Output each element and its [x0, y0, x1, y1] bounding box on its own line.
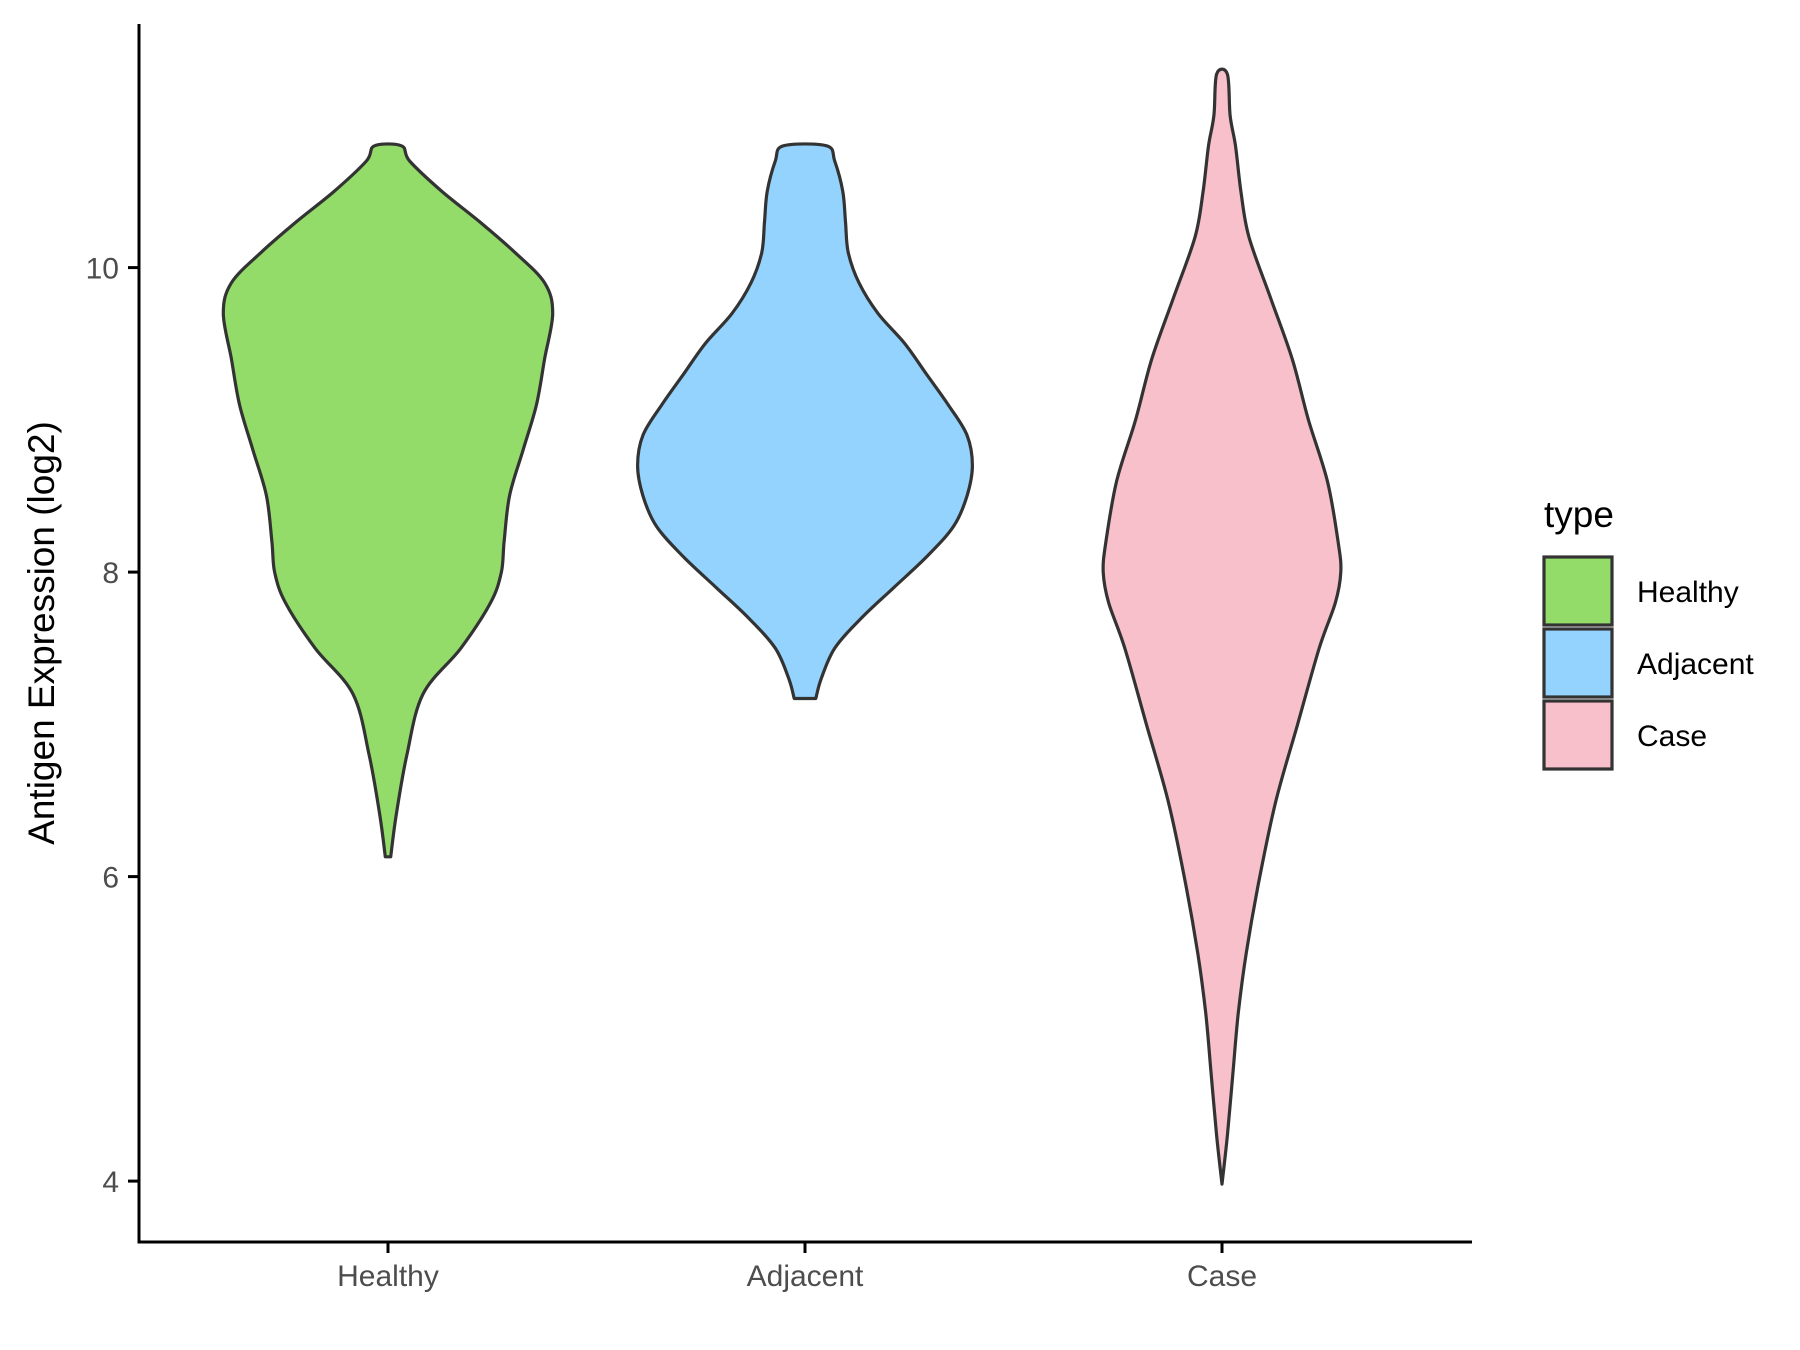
violin-layer — [221, 67, 1343, 1186]
legend-label: Case — [1637, 720, 1707, 753]
y-axis-title: Antigen Expression (log2) — [21, 421, 62, 845]
violin-healthy — [221, 142, 555, 859]
legend-key-healthy — [1542, 555, 1614, 627]
y-tick-label: 8 — [102, 557, 119, 590]
x-axis-ticks: Healthy Adjacent Case — [337, 1242, 1257, 1293]
legend-label: Adjacent — [1637, 648, 1754, 681]
y-tick-label: 10 — [86, 253, 119, 286]
y-tick-label: 4 — [102, 1166, 119, 1199]
x-tick-label: Case — [1187, 1260, 1257, 1293]
violin-adjacent — [636, 142, 974, 701]
violin-case — [1101, 67, 1343, 1186]
x-tick-label: Healthy — [337, 1260, 439, 1293]
x-tick-label: Adjacent — [747, 1260, 864, 1293]
legend: Healthy Adjacent Case — [1542, 555, 1754, 771]
y-axis-ticks: 4 6 8 10 — [86, 253, 139, 1199]
legend-label: Healthy — [1637, 576, 1739, 609]
legend-key-case — [1542, 699, 1614, 771]
y-tick-label: 6 — [102, 862, 119, 895]
legend-title: type — [1544, 494, 1614, 535]
legend-key-adjacent — [1542, 627, 1614, 699]
